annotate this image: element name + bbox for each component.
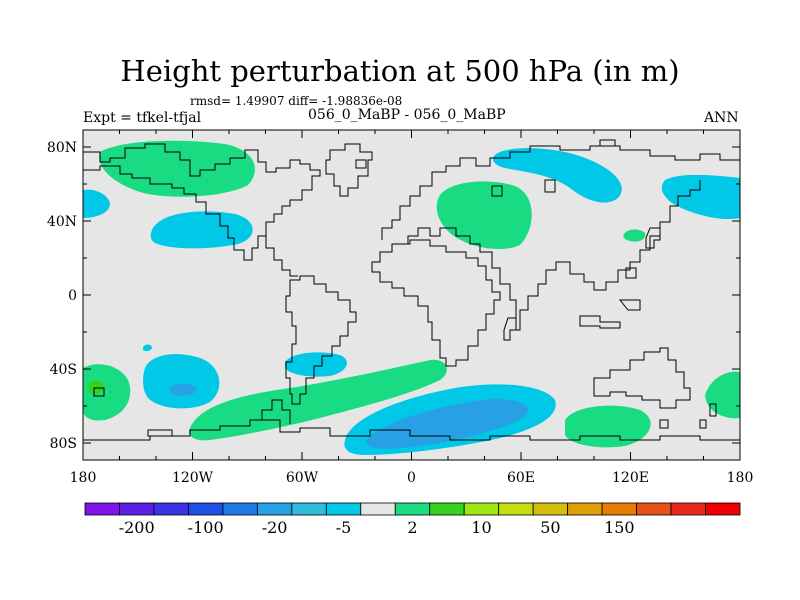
positive-anomaly-region [565,405,651,448]
positive-anomaly-region [99,140,255,197]
coastline-south-islands [93,387,173,437]
positive-anomaly-region [705,371,740,419]
colorbar-label: -200 [119,518,155,537]
colorbar-box [601,502,637,516]
positive-anomaly-region [623,229,646,242]
colorbar-box [463,502,500,516]
coastline-asia-east [392,180,701,331]
negative-anomaly-region [661,174,740,220]
colorbar-box [188,502,224,516]
lon-tick-label: 180 [727,470,754,486]
colorbar-box [498,502,534,516]
lat-tick-label: 80N [47,140,77,156]
coastline-arctic-islands [355,159,637,279]
coastline-australia [593,347,691,409]
negative-strong-region [169,383,197,396]
colorbar-box [256,502,293,516]
lon-tick-label: 60W [286,470,319,486]
coastline-central-america [265,236,298,277]
colorbar-box [394,502,431,516]
coastline-antarctica [83,419,740,441]
coastline-siberia-islands [544,139,616,193]
colorbar-label: -20 [262,518,288,537]
colorbar-box [636,502,672,516]
colorbar-box [119,502,155,516]
colorbar-box [325,502,362,516]
colorbar-label: 50 [540,518,560,537]
coastline-africa [371,239,501,367]
anomaly-fields [83,140,740,455]
positive-strong-region [88,380,104,395]
lat-tick-label: 80S [50,436,77,452]
colorbar-box [360,502,396,516]
coastline-new-zealand [699,403,717,429]
negative-anomaly-region [143,344,152,352]
case-names-label: 056_0_MaBP - 056_0_MaBP [308,107,506,123]
colorbar-box [84,502,120,516]
colorbar-label: -5 [336,518,352,537]
negative-anomaly-region [83,189,110,218]
coastline-greenland [325,143,373,197]
colorbar-box [567,502,603,516]
map-axes: 80N 40N 0 40S 80S 180 120W 60W 0 60E 120E 180 [47,130,753,486]
coastline-indonesia [579,315,621,329]
positive-anomaly-region [83,364,131,421]
negative-strong-region [366,399,529,449]
colorbar-box [222,502,258,516]
colorbar-label: 150 [604,518,635,537]
lon-tick-label: 0 [407,470,416,486]
lon-tick-label: 120W [172,470,214,486]
season-label: ANN [704,110,739,126]
coastline-eurasia [381,145,740,240]
positive-anomaly-region [436,181,532,250]
negative-anomaly-region [285,352,347,377]
coastline-japan [645,227,661,249]
lat-tick-label: 40N [47,214,77,230]
coastlines [83,139,740,441]
colorbar-label: 2 [407,518,417,537]
coastline-tasmania [659,419,669,429]
colorbar-box [429,502,465,516]
coastline-north-america [83,143,321,261]
plot-area [82,129,741,461]
negative-anomaly-region [150,211,253,249]
lon-tick-label: 180 [70,470,97,486]
colorbar-box [291,502,327,516]
lon-tick-label: 120E [612,470,649,486]
lon-tick-label: 60E [507,470,535,486]
stats-label: rmsd= 1.49907 diff= -1.98836e-08 [190,94,403,108]
coastline-antarctic-peninsula [250,399,291,424]
lat-tick-label: 40S [50,362,77,378]
coastline-indonesia-2 [618,299,641,311]
colorbar-label: 10 [471,518,491,537]
map-title: Height perturbation at 500 hPa (in m) [120,54,680,88]
colorbar-box [705,502,741,516]
coastline-south-america [285,275,357,405]
negative-anomaly-region [493,148,622,203]
colorbar-box [670,502,706,516]
lat-tick-label: 0 [68,288,77,304]
colorbar-box [153,502,189,516]
colorbar-box [532,502,569,516]
experiment-label: Expt = tfkel-tfjal [83,110,202,126]
negative-anomaly-region [143,354,220,409]
colorbar-label: -100 [188,518,224,537]
colorbar: -200 -100 -20 -5 2 10 50 150 [84,502,741,537]
